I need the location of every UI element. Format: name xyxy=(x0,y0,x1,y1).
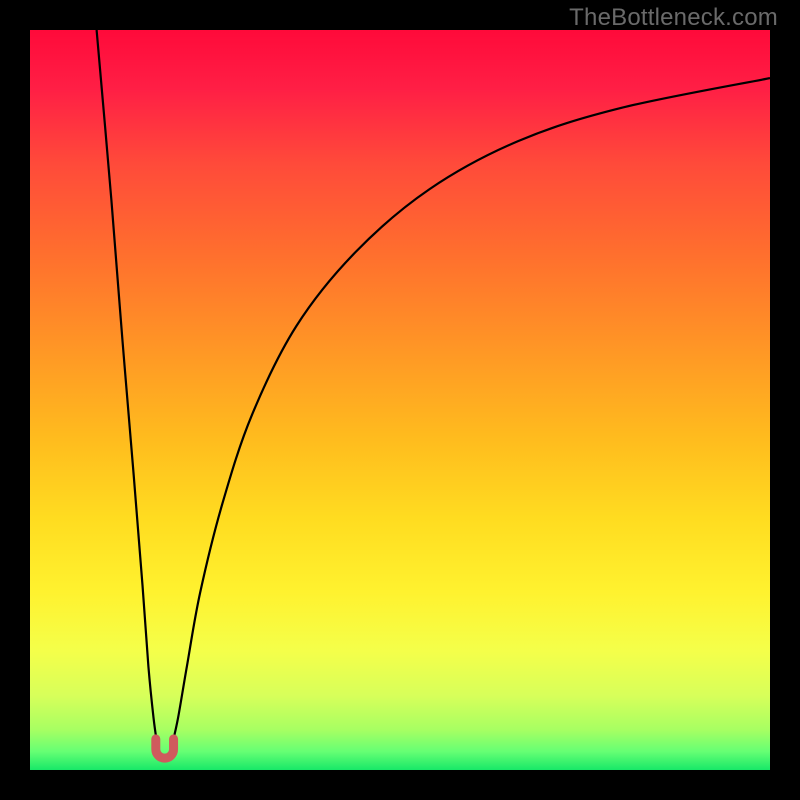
stage: TheBottleneck.com xyxy=(0,0,800,800)
watermark-text: TheBottleneck.com xyxy=(569,4,778,32)
heat-gradient-background xyxy=(30,30,770,770)
plot-area xyxy=(30,30,770,770)
